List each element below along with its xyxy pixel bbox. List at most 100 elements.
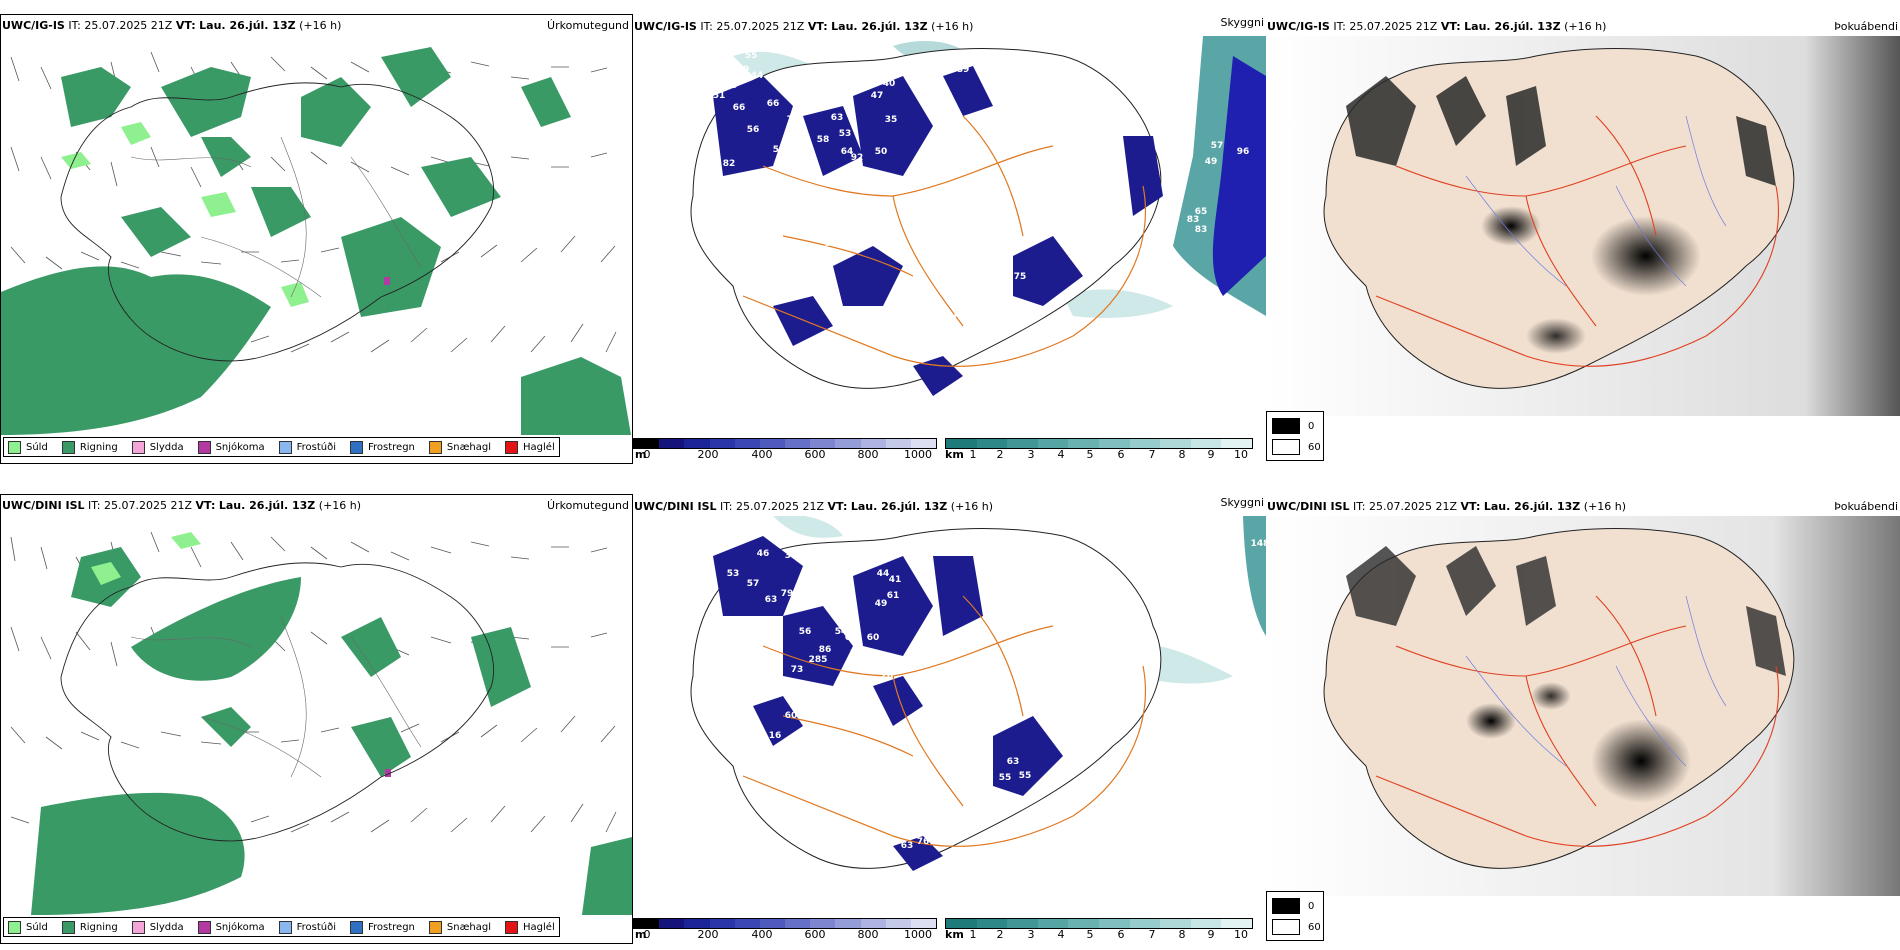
colorbar-segment — [709, 439, 735, 448]
cloud-base-label: 54 — [835, 627, 848, 637]
precip-map — [1, 37, 632, 435]
colorbar-segment — [1007, 439, 1038, 448]
colorbar-segment — [785, 439, 811, 448]
unit-km: km — [945, 928, 964, 941]
legend-swatch — [131, 920, 145, 934]
cloud-base-label: 65 — [789, 261, 802, 271]
legend-swatch — [8, 920, 21, 934]
model-name: UWC/IG-IS — [634, 20, 697, 33]
model-name: UWC/IG-IS — [1267, 20, 1330, 33]
valid-time: Lau. 26.júl. 13Z — [831, 20, 928, 33]
colorbar-segment — [1129, 439, 1161, 448]
cloud-base-label: 67 — [945, 314, 958, 324]
valid-time: Lau. 26.júl. 13Z — [1483, 500, 1581, 513]
colorbar-segment — [910, 919, 937, 928]
cloud-base-label: 51 — [773, 145, 786, 155]
panel-header: UWC/IG-IS IT: 25.07.2025 21Z VT: Lau. 26… — [1267, 20, 1607, 33]
cloud-base-label: 61 — [783, 687, 796, 697]
cloud-base-label: 53 — [727, 569, 740, 579]
precip-panel-top: UWC/IG-IS IT: 25.07.2025 21Z VT: Lau. 26… — [0, 14, 633, 464]
cloud-base-label: 92 — [851, 153, 864, 163]
cloud-base-label: 44 — [751, 71, 764, 81]
cloud-panel-top: UWC/IG-IS IT: 25.07.2025 21Z VT: Lau. 26… — [633, 14, 1266, 464]
colorbar-segment — [634, 439, 660, 448]
fog-legend-high: 60 — [1272, 919, 1321, 935]
tick-labels-m: 0 200 400 600 800 1000 — [643, 928, 933, 941]
lead-time: (+16 h) — [318, 499, 362, 512]
legend-swatch — [197, 440, 211, 454]
cloud-base-label: 55 — [1019, 771, 1032, 781]
init-time: 25.07.2025 21Z — [716, 20, 805, 33]
tick-labels-km: 1 2 3 4 5 6 7 8 9 10 — [969, 928, 1249, 941]
unit-m: m — [635, 928, 647, 941]
model-name: UWC/DINI ISL — [1267, 500, 1350, 513]
colorbar-segment — [684, 919, 710, 928]
colorbar-segment — [1190, 439, 1222, 448]
colorbar-segment — [785, 919, 811, 928]
cloud-base-label: 76 — [917, 837, 930, 847]
cloud-base-label: 48 — [1021, 235, 1034, 245]
valid-time: Lau. 26.júl. 13Z — [218, 499, 316, 512]
panel-header: UWC/IG-IS IT: 25.07.2025 21Z VT: Lau. 26… — [634, 20, 974, 33]
cloud-base-label: 64 — [841, 147, 854, 157]
colorbar-segment — [1160, 919, 1191, 928]
colorbar-segment — [835, 919, 861, 928]
lead-time: (+16 h) — [1583, 500, 1627, 513]
colorbar-segment — [860, 919, 886, 928]
cloud-base-label: 60 — [867, 633, 880, 643]
precip-title: Úrkomutegund — [547, 499, 629, 512]
legend-item: Rigning — [61, 440, 118, 454]
colorbar-segment — [1221, 439, 1252, 448]
lead-time: (+16 h) — [299, 19, 342, 32]
colorbar-segment — [734, 919, 760, 928]
colorbar-segment — [1098, 919, 1130, 928]
cloud-base-label: 61 — [747, 283, 760, 293]
cloud-base-label: 44 — [877, 569, 890, 579]
valid-time: Lau. 26.júl. 13Z — [850, 500, 948, 513]
legend-swatch — [131, 440, 145, 454]
cloud-base-label: 58 — [817, 135, 830, 145]
legend-item: Súld — [8, 440, 48, 454]
cloud-base-label: 49 — [737, 65, 750, 75]
legend-swatch — [428, 440, 442, 454]
legend-item: Snjókoma — [197, 920, 265, 934]
fog-legend-high: 60 — [1272, 439, 1321, 455]
cloud-base-label: 69 — [695, 117, 708, 127]
cloud-base-label: 28 — [881, 671, 894, 681]
colorbar-visibility — [945, 438, 1253, 449]
fog-title: Þokuábendi — [1834, 500, 1898, 513]
cloud-base-label: 56 — [747, 125, 760, 135]
legend-item: Frostúði — [278, 920, 336, 934]
cloud-base-label: 57 — [1211, 141, 1224, 151]
cloud-base-label: 63 — [901, 841, 914, 851]
panel-header: UWC/DINI ISL IT: 25.07.2025 21Z VT: Lau.… — [634, 500, 994, 513]
cloud-base-label: 103 — [850, 649, 869, 659]
legend-swatch — [1272, 418, 1300, 434]
cloud-base-label: 63 — [765, 595, 778, 605]
cloud-base-label: 53 — [725, 81, 738, 91]
colorbar-visibility — [945, 918, 1253, 929]
cloud-base-label: 63 — [831, 113, 844, 123]
colorbar-segment — [759, 919, 786, 928]
cloud-base-label: 50 — [875, 147, 888, 157]
cloud-base-label: 14 — [909, 345, 922, 355]
legend-swatch — [61, 920, 75, 934]
cloud-panel-bottom: UWC/DINI ISL IT: 25.07.2025 21Z VT: Lau.… — [633, 494, 1266, 944]
colorbar-segment — [1007, 919, 1038, 928]
colorbar-segment — [835, 439, 861, 448]
cloud-base-label: 49 — [875, 599, 888, 609]
colorbar-segment — [810, 919, 836, 928]
fog-panel-top: UWC/IG-IS IT: 25.07.2025 21Z VT: Lau. 26… — [1266, 14, 1900, 464]
cloud-base-label: 43 — [923, 697, 936, 707]
cloud-base-label: 96 — [1237, 147, 1250, 157]
colorbar-segment — [860, 439, 886, 448]
cloud-base-label: 89 — [957, 65, 970, 75]
cloud-base-label: 63 — [1007, 757, 1020, 767]
colorbar-segment — [1221, 919, 1252, 928]
fog-title: Þokuábendi — [1834, 20, 1898, 33]
precip-legend: Súld Rigning Slydda Snjókoma Frostúði Fr… — [3, 437, 560, 457]
cloud-base-label: 83 — [805, 705, 818, 715]
cloud-base-label: 45 — [845, 235, 858, 245]
legend-swatch — [1272, 898, 1300, 914]
lead-time: (+16 h) — [1564, 20, 1607, 33]
